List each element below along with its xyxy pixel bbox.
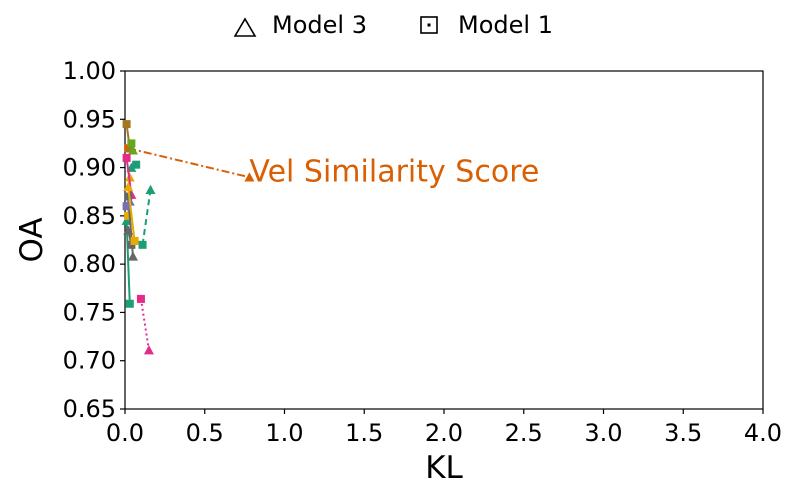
square-marker-icon (420, 16, 438, 34)
series-5 (127, 139, 138, 155)
data-point-square (130, 236, 139, 245)
data-point-triangle (127, 251, 138, 261)
series-line (139, 298, 150, 351)
x-tick-label: 3.0 (584, 419, 622, 447)
y-tick-label: 0.80 (63, 250, 116, 278)
series-1 (138, 184, 156, 249)
series-3 (136, 294, 154, 355)
series-line (127, 147, 250, 179)
y-tick-label: 1.00 (63, 57, 116, 85)
data-point-triangle (145, 184, 156, 195)
y-tick-label: 0.85 (63, 202, 116, 230)
annotation-layer: Vel Similarity Score (249, 154, 539, 189)
data-point-square (124, 211, 133, 220)
x-tick-label: 2.5 (505, 419, 543, 447)
series-12 (123, 181, 139, 245)
data-point-square (138, 240, 147, 249)
series-0 (124, 144, 255, 182)
x-tick-label: 0.5 (186, 419, 224, 447)
data-point-triangle (127, 145, 138, 155)
y-tick-label: 0.65 (63, 395, 116, 423)
x-tick-label: 1.0 (265, 419, 303, 447)
x-tick-label: 3.5 (664, 419, 702, 447)
y-tick-label: 0.70 (63, 347, 116, 375)
data-point-triangle (143, 345, 154, 355)
data-point-triangle (244, 172, 255, 182)
legend-entry-model-1: Model 1 (420, 11, 553, 39)
y-tick-label: 0.75 (63, 298, 116, 326)
data-point-triangle (123, 181, 134, 192)
legend-label-model-1: Model 1 (458, 11, 553, 39)
x-tick-label: 2.0 (425, 419, 463, 447)
data-point-square (122, 202, 131, 211)
series-line (141, 189, 152, 245)
legend-label-model-3: Model 3 (272, 11, 367, 39)
plot-frame (124, 70, 764, 410)
y-tick-label: 0.90 (63, 154, 116, 182)
x-tick-label: 1.5 (345, 419, 383, 447)
legend: Model 3 Model 1 (233, 11, 553, 39)
data-point-square (122, 120, 131, 129)
plot-area: 0.0 0.5 1.0 1.5 2.0 2.5 3.0 3.5 4.0 0.65 0.70 0.75 0… (63, 57, 783, 447)
y-tick-label: 0.95 (63, 105, 116, 133)
series-layer (121, 120, 255, 355)
x-axis-title: KL (425, 450, 463, 486)
data-point-square (122, 153, 131, 162)
square-marker-dot (427, 23, 431, 27)
data-point-triangle (123, 225, 134, 235)
x-tick-label: 4.0 (744, 419, 782, 447)
data-point-triangle (121, 215, 132, 225)
legend-entry-model-3: Model 3 (233, 11, 367, 39)
data-point-square (132, 160, 141, 169)
annotation-label: Vel Similarity Score (249, 154, 539, 189)
data-point-square (124, 192, 133, 201)
series-line (127, 186, 136, 242)
y-axis-title: OA (14, 217, 50, 262)
data-point-square (127, 139, 136, 148)
data-point-square (136, 294, 145, 303)
x-tick-label: 0.0 (106, 419, 144, 447)
data-point-square (125, 299, 134, 308)
triangle-marker-icon (233, 17, 257, 37)
